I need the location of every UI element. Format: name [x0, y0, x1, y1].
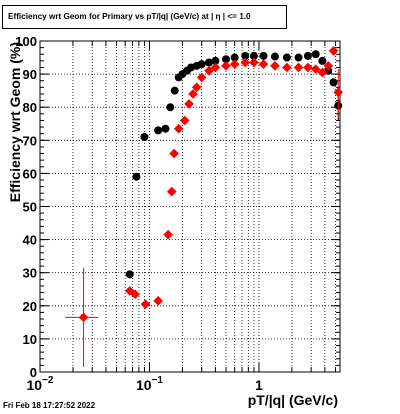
data-point [230, 53, 239, 62]
data-point [211, 56, 220, 65]
y-tick-label: 40 [23, 233, 37, 248]
data-point [153, 296, 163, 306]
chart-title: Efficiency wrt Geom for Primary vs pT/|q… [2, 5, 287, 29]
x-tick-exponent: −2 [42, 375, 54, 386]
y-tick-label: 80 [23, 100, 37, 115]
data-point [282, 62, 292, 73]
data-point [270, 61, 280, 71]
x-tick-label: 1 [255, 377, 263, 393]
data-point [210, 62, 221, 73]
data-point [249, 57, 259, 68]
data-point [130, 289, 140, 300]
data-point [259, 51, 268, 60]
y-tick-label: 10 [23, 332, 37, 347]
x-tick-exponent: −1 [152, 375, 164, 386]
data-point [310, 64, 321, 74]
data-point [170, 86, 179, 95]
data-point [132, 172, 141, 181]
data-point [329, 78, 338, 87]
data-point [188, 89, 198, 99]
data-point [154, 126, 163, 135]
data-point [197, 60, 206, 69]
y-tick-label: 90 [23, 67, 37, 82]
data-point [282, 53, 291, 62]
data-point [229, 59, 240, 69]
data-point [169, 148, 179, 159]
data-point [221, 61, 231, 71]
data-point [78, 312, 89, 323]
data-point [258, 59, 269, 69]
data-point [323, 61, 334, 71]
y-axis-title: Efficiency wrt Geom (%) [7, 42, 23, 202]
data-point [303, 51, 312, 60]
data-point [196, 72, 207, 83]
y-tick-label: 70 [23, 133, 37, 148]
data-point [311, 50, 320, 59]
x-tick-label: 10−1 [136, 375, 163, 393]
x-tick-label: 10−2 [27, 375, 54, 393]
y-tick-label: 60 [23, 166, 37, 181]
marks-layer [65, 46, 344, 368]
data-point [318, 56, 327, 65]
data-point [317, 67, 328, 78]
data-point [249, 51, 258, 60]
data-point [293, 62, 304, 73]
y-tick-label: 0 [30, 365, 37, 380]
data-point [270, 52, 279, 61]
y-tick-label: 20 [23, 299, 37, 314]
data-point [125, 270, 134, 279]
data-point [221, 55, 230, 64]
data-point [140, 299, 151, 309]
data-point [240, 57, 251, 68]
data-point [167, 186, 177, 197]
data-point [333, 87, 344, 98]
data-point [166, 103, 175, 112]
timestamp: Fri Feb 18 17:27:52 2022 [3, 401, 96, 410]
data-point [179, 115, 190, 126]
data-point [294, 53, 303, 62]
data-point [124, 286, 135, 296]
data-point [328, 46, 339, 56]
y-tick-label: 100 [15, 34, 37, 49]
grid-layer [40, 41, 340, 372]
data-point [140, 132, 149, 141]
y-tick-label: 50 [23, 200, 37, 215]
data-point [303, 62, 313, 73]
x-axis-title: pT/|q| (GeV/c) [248, 392, 338, 408]
data-point [205, 58, 214, 67]
y-tick-label: 30 [23, 266, 37, 281]
data-point [184, 99, 194, 109]
data-point [161, 124, 170, 133]
data-point [163, 229, 173, 240]
data-point [173, 123, 184, 134]
data-point [191, 82, 202, 93]
data-point [204, 65, 214, 76]
data-point [241, 51, 250, 60]
